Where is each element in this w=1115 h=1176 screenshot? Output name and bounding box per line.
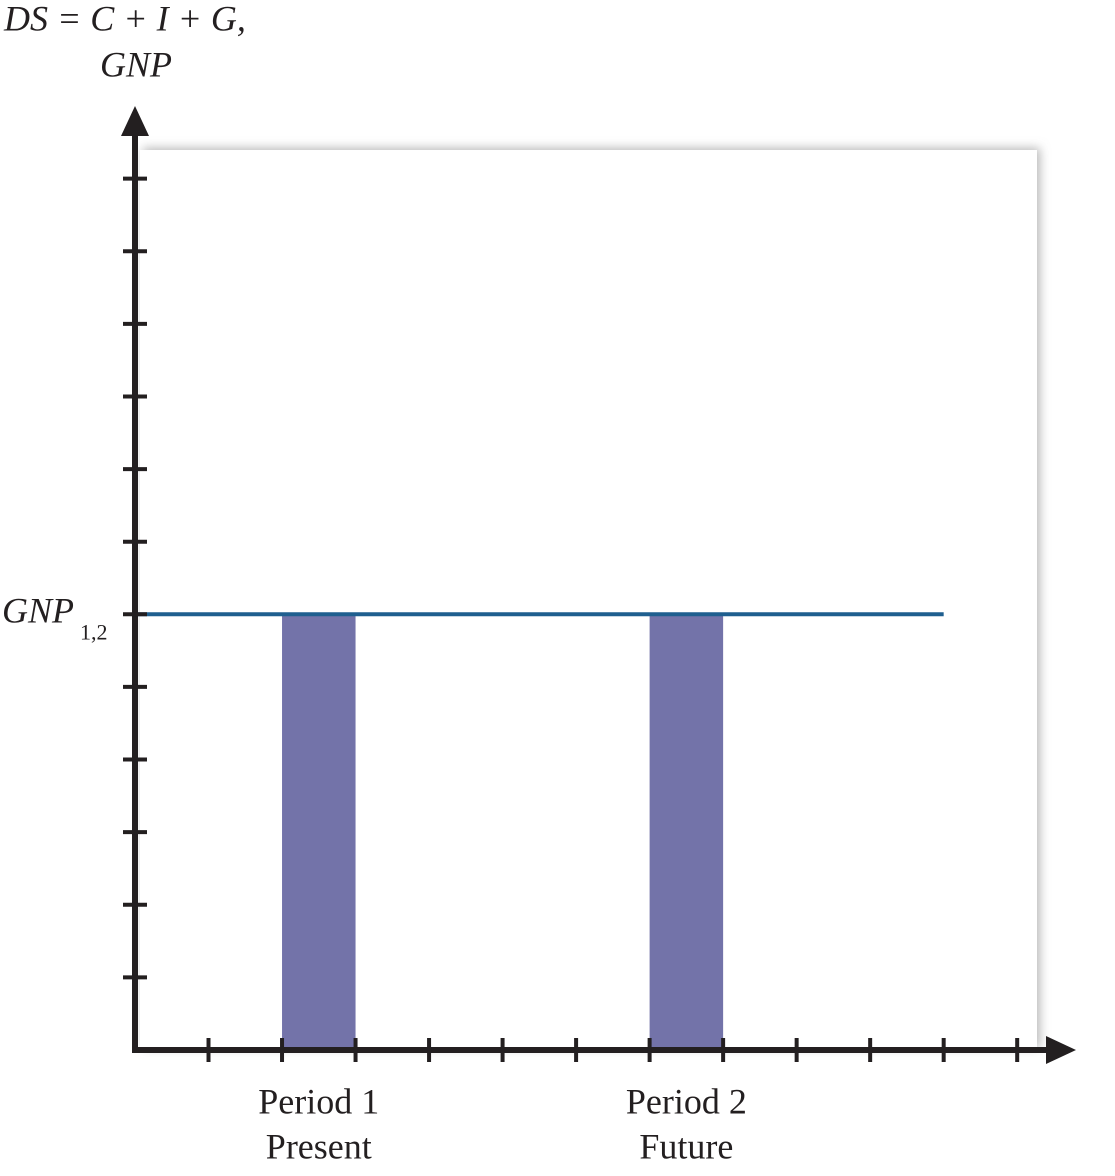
x-tick-sublabel: Future: [639, 1126, 733, 1166]
bar: [282, 614, 356, 1050]
x-axis-arrow: [1046, 1036, 1076, 1064]
y-axis-title: DS = C + I + G,: [3, 0, 246, 38]
x-tick-label: Period 1: [258, 1081, 379, 1121]
plot-area: [140, 150, 1037, 1050]
y-axis-title: GNP: [100, 44, 172, 84]
x-tick-sublabel: Present: [266, 1126, 372, 1166]
x-tick-label: Period 2: [626, 1081, 747, 1121]
y-axis-arrow: [121, 106, 149, 136]
reference-subscript: 1,2: [80, 619, 108, 644]
bar: [649, 614, 724, 1050]
reference-label: GNP: [2, 591, 74, 631]
